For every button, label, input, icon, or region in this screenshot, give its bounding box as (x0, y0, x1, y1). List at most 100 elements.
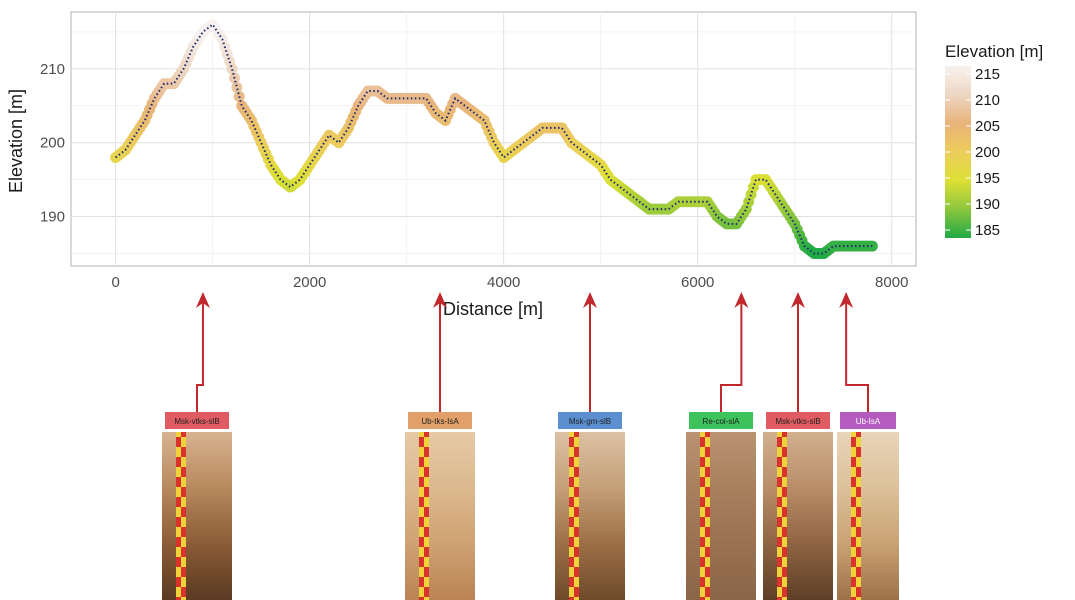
tape-mark (851, 527, 856, 532)
plot-panel (70, 11, 917, 267)
soil-column (686, 432, 756, 600)
tape-mark (777, 512, 782, 517)
tape-mark (782, 557, 787, 562)
legend-label: 200 (975, 144, 1000, 161)
tape-mark (569, 512, 574, 517)
tape-mark (851, 587, 856, 592)
tape-mark (856, 497, 861, 502)
arrow-head (791, 292, 805, 308)
tape-mark (569, 547, 574, 552)
tape-mark (856, 502, 861, 507)
tape-mark (705, 497, 710, 502)
tape-mark (856, 577, 861, 582)
tape-mark (782, 477, 787, 482)
tape-mark (176, 512, 181, 517)
tape-mark (700, 532, 705, 537)
tape-mark (782, 522, 787, 527)
tape-mark (574, 542, 579, 547)
tape-mark (851, 567, 856, 572)
tape-mark (856, 462, 861, 467)
tape-mark (419, 452, 424, 457)
tape-mark (419, 467, 424, 472)
tape-mark (574, 577, 579, 582)
tape-mark (419, 552, 424, 557)
tape-mark (777, 592, 782, 597)
tape-mark (700, 472, 705, 477)
soil-profile-5: Msk-vtks-slB (763, 292, 833, 600)
tape-mark (424, 477, 429, 482)
tape-mark (419, 572, 424, 577)
tape-mark (181, 542, 186, 547)
tape-mark (569, 507, 574, 512)
tape-mark (424, 502, 429, 507)
tape-mark (705, 517, 710, 522)
tape-mark (176, 507, 181, 512)
tape-mark (705, 582, 710, 587)
tape-mark (782, 542, 787, 547)
soil-profile-2: Ub-tks-IsA (405, 292, 475, 600)
tape-mark (569, 472, 574, 477)
tape-mark (569, 552, 574, 557)
tape-mark (424, 582, 429, 587)
tape-mark (705, 557, 710, 562)
tape-mark (856, 442, 861, 447)
tape-mark (851, 507, 856, 512)
tape-mark (856, 457, 861, 462)
tape-mark (777, 547, 782, 552)
tape-mark (856, 542, 861, 547)
tape-mark (851, 432, 856, 437)
tape-mark (851, 487, 856, 492)
tape-mark (574, 497, 579, 502)
data-points (110, 19, 878, 259)
y-tick-label: 200 (40, 135, 65, 152)
tape-mark (856, 437, 861, 442)
tape-mark (181, 577, 186, 582)
tape-mark (181, 437, 186, 442)
tape-mark (782, 597, 787, 600)
tape-mark (176, 587, 181, 592)
tape-mark (424, 577, 429, 582)
tape-mark (777, 492, 782, 497)
tape-mark (856, 537, 861, 542)
soil-column (405, 432, 475, 600)
tape-mark (574, 522, 579, 527)
tape-mark (574, 437, 579, 442)
tape-mark (569, 567, 574, 572)
tape-mark (851, 532, 856, 537)
soil-profile-3: Msk-gm-slB (555, 292, 625, 600)
arrow-head (433, 292, 447, 308)
tape-mark (851, 592, 856, 597)
tape-mark (181, 457, 186, 462)
tape-mark (424, 537, 429, 542)
tape-mark (782, 457, 787, 462)
profile-label: Ub-tks-IsA (421, 417, 459, 426)
tape-mark (777, 587, 782, 592)
profile-label-box (689, 412, 753, 429)
tape-mark (419, 512, 424, 517)
tape-mark (176, 492, 181, 497)
tape-mark (705, 482, 710, 487)
tape-mark (777, 532, 782, 537)
profile-label-box (840, 412, 896, 429)
tape-mark (176, 572, 181, 577)
tape-mark (574, 457, 579, 462)
soil-column (837, 432, 899, 600)
x-tick-label: 8000 (875, 274, 908, 291)
tape-mark (782, 462, 787, 467)
legend-label: 195 (975, 170, 1000, 187)
tape-mark (777, 527, 782, 532)
tape-mark (176, 592, 181, 597)
tape-mark (419, 472, 424, 477)
tape-mark (777, 452, 782, 457)
tape-mark (782, 497, 787, 502)
tape-mark (700, 572, 705, 577)
tape-mark (181, 562, 186, 567)
profile-label: Ub-IsA (856, 417, 881, 426)
tape-mark (705, 522, 710, 527)
profile-arrow (196, 296, 204, 412)
tape-mark (574, 482, 579, 487)
profile-label: Msk-vtks-slB (174, 417, 219, 426)
tape-mark (574, 462, 579, 467)
tape-mark (856, 522, 861, 527)
